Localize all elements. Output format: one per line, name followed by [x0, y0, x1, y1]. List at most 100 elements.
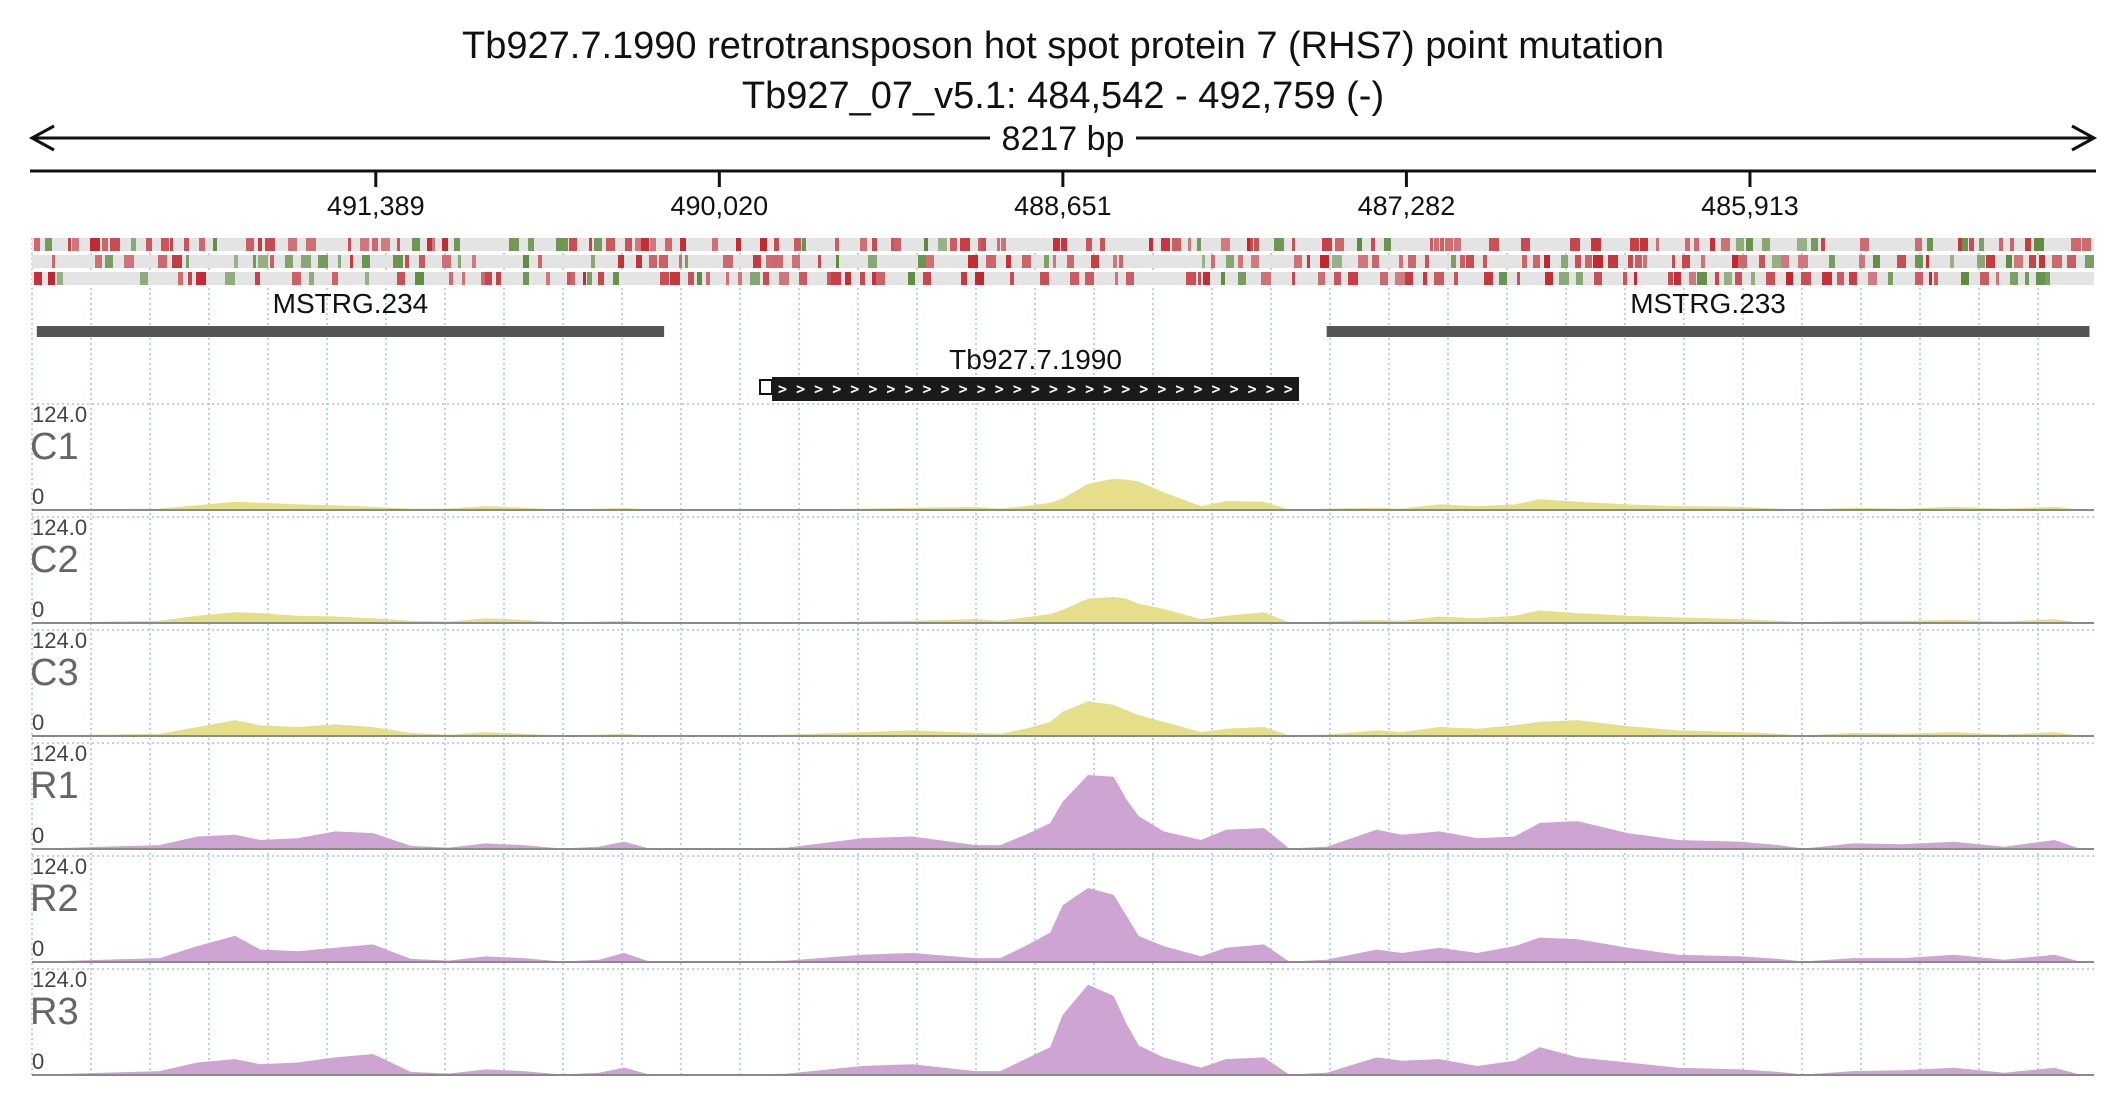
variant-mark: [393, 255, 403, 268]
variant-mark: [960, 238, 970, 251]
track-scale-max: 124.0: [32, 967, 87, 992]
variant-mark: [641, 238, 649, 251]
variant-mark: [1821, 238, 1825, 251]
variant-mark: [538, 255, 542, 268]
variant-mark: [2014, 255, 2023, 268]
variant-mark: [1044, 255, 1049, 268]
variant-mark: [918, 255, 926, 268]
variant-mark: [1292, 272, 1295, 285]
variant-mark: [792, 255, 800, 268]
variant-mark: [2082, 238, 2091, 251]
variant-mark: [670, 272, 680, 285]
variant-mark: [2045, 272, 2050, 285]
variant-mark: [270, 255, 274, 268]
variant-mark: [52, 255, 55, 268]
gene-start-marker: [759, 379, 774, 395]
variant-mark: [1950, 255, 1954, 268]
variant-mark: [2052, 255, 2062, 268]
variant-mark: [1545, 272, 1553, 285]
track-scale-max: 124.0: [32, 628, 87, 653]
variant-mark: [350, 255, 353, 268]
variant-mark: [1721, 238, 1730, 251]
variant-mark: [140, 272, 148, 285]
variant-mark: [1533, 255, 1540, 268]
variant-mark: [1724, 272, 1732, 285]
variant-mark: [110, 238, 120, 251]
variant-mark: [412, 238, 420, 251]
variant-mark: [1395, 272, 1405, 285]
variant-mark: [1198, 272, 1201, 285]
variant-mark: [292, 272, 301, 285]
coverage-track-r2: 124.0R2 0: [30, 854, 2094, 963]
variant-mark: [1915, 255, 1923, 268]
variant-mark: [1859, 255, 1865, 268]
variant-mark: [802, 238, 806, 251]
transcript-label: MSTRG.233: [1630, 288, 1786, 319]
variant-mark: [68, 238, 71, 251]
variant-mark: [1961, 272, 1969, 285]
variant-mark: [1226, 255, 1234, 268]
variant-mark: [1335, 238, 1344, 251]
variant-mark: [2034, 238, 2044, 251]
variant-mark: [1466, 255, 1474, 268]
variant-mark: [1934, 272, 1938, 285]
variant-mark: [1489, 238, 1499, 251]
variant-mark: [986, 255, 996, 268]
variant-mark: [1732, 255, 1738, 268]
variant-mark: [2025, 238, 2031, 251]
variant-mark: [338, 255, 341, 268]
variant-mark: [997, 238, 1000, 251]
variant-mark: [1322, 238, 1332, 251]
variant-mark: [2036, 272, 2045, 285]
variant-mark: [2039, 255, 2045, 268]
variant-mark: [1640, 238, 1648, 251]
variant-mark: [362, 255, 370, 268]
figure-subtitle: Tb927_07_v5.1: 484,542 - 492,759 (-): [742, 75, 1384, 117]
variant-mark: [625, 238, 632, 251]
variant-mark: [2025, 272, 2029, 285]
variant-mark: [680, 238, 686, 251]
variant-mark: [184, 238, 189, 251]
variant-mark: [978, 238, 981, 251]
variant-mark: [1053, 255, 1056, 268]
variant-mark: [1085, 272, 1094, 285]
variant-mark: [1623, 272, 1627, 285]
variant-mark: [1332, 255, 1342, 268]
span-arrow: 8217 bp: [28, 118, 2098, 158]
variant-mark: [34, 238, 40, 251]
variant-mark: [48, 272, 55, 285]
variant-mark: [1197, 238, 1201, 251]
variant-mark: [432, 238, 435, 251]
variant-mark: [1915, 272, 1923, 285]
track-name-label: R2: [30, 878, 79, 920]
variant-mark: [1585, 255, 1592, 268]
variant-mark: [2029, 255, 2036, 268]
ruler-tick-label: 485,913: [1701, 191, 1799, 221]
variant-mark: [1238, 272, 1246, 285]
variant-mark: [763, 272, 769, 285]
variant-mark: [1634, 272, 1637, 285]
variant-mark: [679, 255, 682, 268]
coverage-area: [46, 887, 2080, 963]
variant-mark: [827, 272, 831, 285]
variant-mark: [178, 272, 183, 285]
coverage-area: [46, 478, 2080, 511]
variant-mark: [546, 272, 550, 285]
variant-mark: [685, 255, 688, 268]
transcript-bar: [36, 326, 665, 337]
variant-mark: [1927, 238, 1933, 251]
variant-mark: [799, 272, 807, 285]
variant-mark: [594, 238, 602, 251]
variant-mark: [1926, 255, 1929, 268]
variant-mark: [836, 255, 839, 268]
variant-mark: [1445, 238, 1453, 251]
variant-mark: [569, 238, 577, 251]
variant-mark: [124, 255, 134, 268]
variant-mark: [485, 272, 492, 285]
variant-mark: [1113, 255, 1117, 268]
variant-mark: [773, 255, 783, 268]
variant-mark: [2085, 255, 2094, 268]
variant-mark: [258, 238, 262, 251]
